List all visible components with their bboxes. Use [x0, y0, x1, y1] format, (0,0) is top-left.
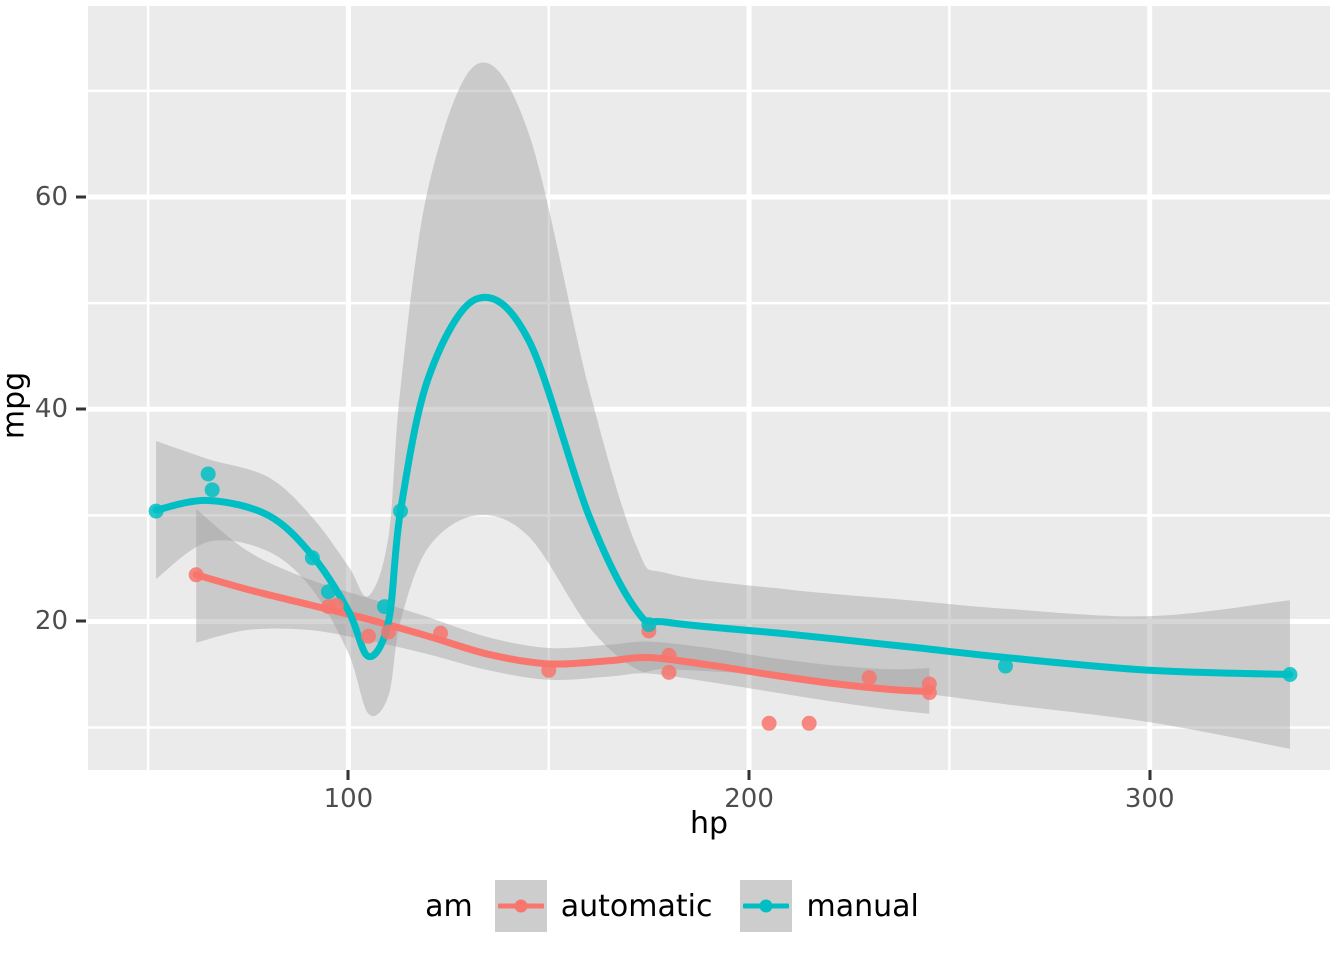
data-points [148, 466, 1298, 731]
legend: am automatic manual [0, 880, 1344, 932]
plot-svg [88, 6, 1330, 770]
legend-key-icon [494, 880, 547, 932]
y-tick-label: 20 [34, 606, 68, 637]
grid-major-lines [88, 6, 1330, 770]
y-tick-label: 40 [34, 394, 68, 425]
legend-item-label: manual [806, 888, 919, 924]
x-tick-label: 100 [323, 784, 374, 814]
confidence-ribbons [156, 62, 1290, 749]
legend-item-manual[interactable]: manual [740, 880, 919, 932]
y-tick-mark [76, 407, 86, 411]
legend-key-point [514, 899, 528, 913]
grid-minor-lines [88, 6, 1330, 770]
legend-item-automatic[interactable]: automatic [494, 880, 741, 932]
legend-entries: automatic manual [494, 880, 919, 932]
y-tick-mark [76, 619, 86, 623]
legend-title: am [425, 888, 473, 924]
y-tick-mark [76, 195, 86, 199]
smooth-lines [152, 293, 1294, 695]
plot-panel [88, 6, 1330, 770]
x-tick-label: 300 [1124, 784, 1175, 814]
y-axis-title: mpg [0, 371, 32, 440]
x-axis-title: hp [689, 806, 729, 841]
x-tick-mark [747, 770, 751, 780]
x-tick-mark [346, 770, 350, 780]
x-tick-mark [1148, 770, 1152, 780]
x-tick-label: 200 [724, 784, 774, 814]
legend-key-point [759, 899, 773, 913]
legend-key-icon [740, 880, 793, 932]
y-tick-label: 60 [34, 182, 68, 212]
legend-item-label: automatic [560, 888, 713, 924]
